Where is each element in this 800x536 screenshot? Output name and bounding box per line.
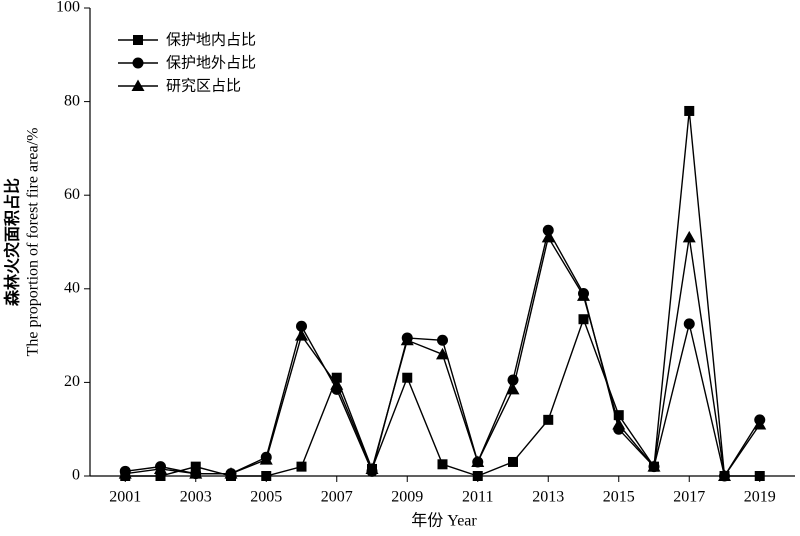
marker-triangle [295,329,308,341]
marker-triangle [189,467,203,479]
x-tick-label: 2001 [109,489,141,506]
marker-triangle [118,467,132,479]
marker-triangle [753,418,767,430]
x-tick-label: 2003 [180,489,212,506]
y-tick-label: 80 [64,92,80,109]
marker-square [508,456,518,467]
legend-label: 保护地外占比 [166,54,256,72]
y-axis-label: The proportion of forest fire area/% [25,128,42,357]
marker-triangle [647,460,661,472]
marker-square [155,471,166,481]
marker-triangle [506,382,520,395]
marker-square [684,105,695,116]
marker-triangle [436,347,449,360]
marker-square [133,35,143,45]
x-tick-label: 2017 [673,489,705,506]
x-tick-label: 2005 [250,489,282,506]
x-tick-label: 2015 [603,489,635,506]
marker-circle [437,334,448,346]
marker-square [613,410,624,421]
x-tick-label: 2013 [532,489,564,506]
marker-triangle [400,333,414,346]
y-tick-label: 20 [64,373,80,390]
marker-square [543,414,554,425]
y-tick-label: 40 [64,279,80,296]
marker-triangle [612,418,626,430]
x-tick-label: 2011 [462,489,493,506]
marker-circle [132,57,144,69]
marker-triangle [541,230,555,243]
marker-triangle [330,378,344,390]
marker-triangle [471,455,485,467]
marker-square [472,471,483,481]
y-tick-label: 0 [72,467,80,484]
marker-square [331,372,342,383]
y-tick-label: 60 [64,186,80,203]
marker-triangle [131,79,145,91]
marker-square [261,471,272,481]
x-axis-label: 年份 Year [411,512,477,530]
marker-square [190,461,201,472]
marker-triangle [365,462,379,474]
x-tick-label: 2009 [391,489,423,506]
marker-square [754,471,765,481]
marker-triangle [682,230,696,243]
marker-triangle [154,462,167,474]
legend-label: 保护地内占比 [166,31,256,49]
marker-square [437,459,448,470]
marker-triangle [224,467,238,479]
x-tick-label: 2007 [321,489,353,506]
marker-square [578,314,589,325]
marker-circle [542,224,554,236]
marker-triangle [577,289,590,301]
legend-label: 研究区占比 [166,77,241,95]
x-tick-label: 2019 [744,489,776,506]
y-axis-label: 森林火灾面积占比 [3,178,22,306]
marker-triangle [259,453,273,465]
marker-circle [296,320,307,332]
marker-square [402,372,413,383]
marker-triangle [718,469,731,481]
marker-square [296,461,307,472]
y-tick-label: 100 [56,0,80,16]
marker-circle [683,318,695,330]
